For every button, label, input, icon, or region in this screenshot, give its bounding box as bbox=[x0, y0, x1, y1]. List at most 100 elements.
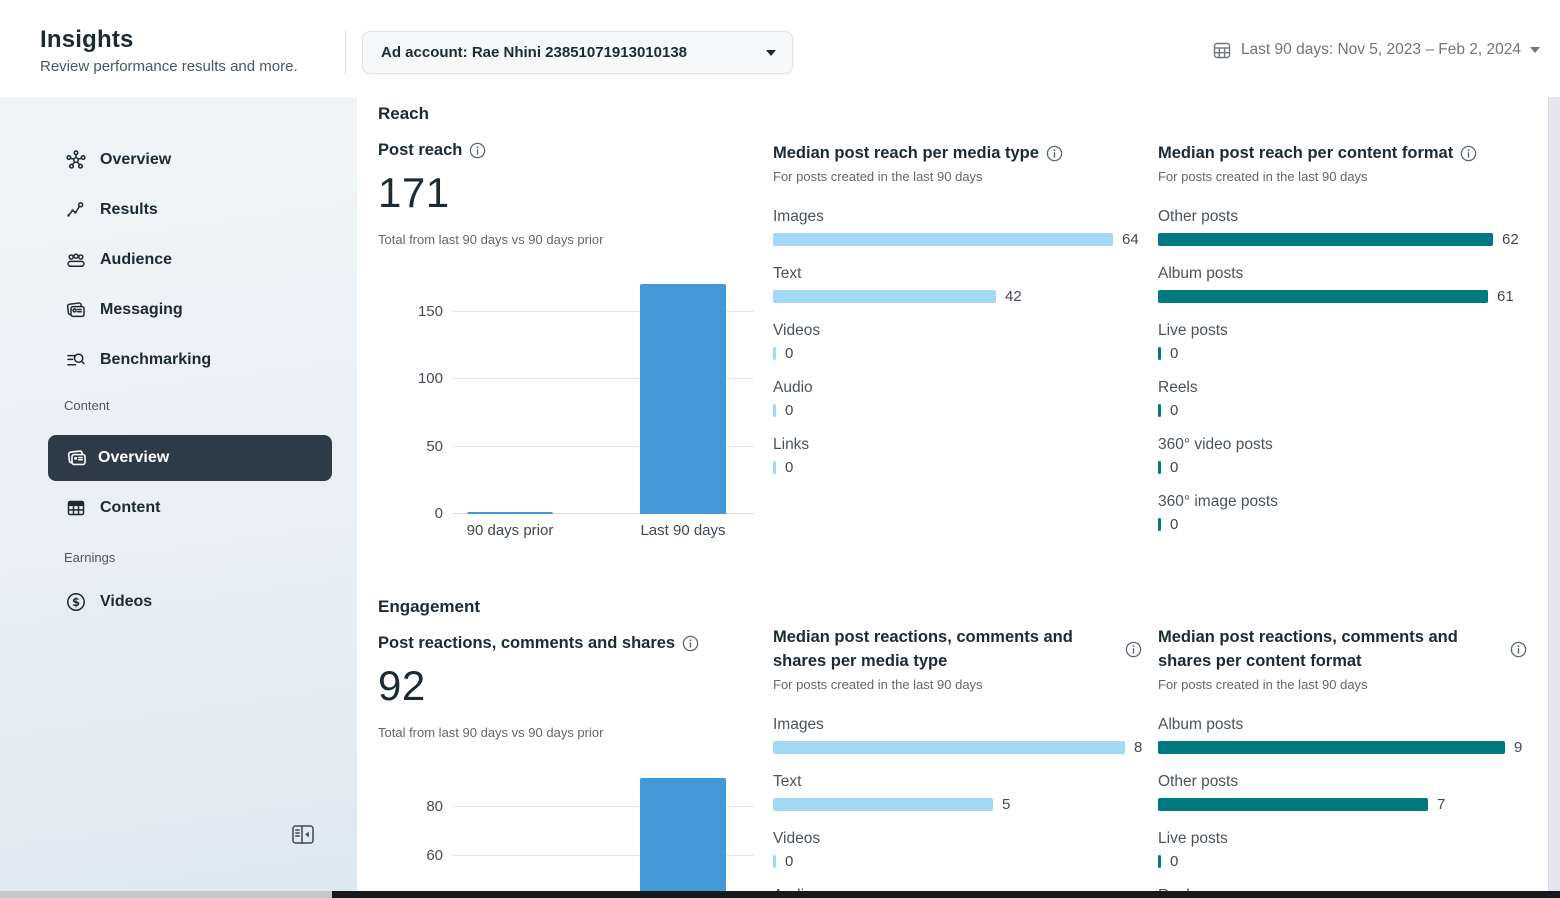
gridline bbox=[452, 310, 754, 312]
bar-value: 0 bbox=[785, 402, 794, 419]
y-axis-tick-label: 60 bbox=[426, 847, 443, 864]
ad-account-dropdown[interactable]: Ad account: Rae Nhini 23851071913010138 bbox=[362, 31, 793, 74]
bar-item: Live posts 0 bbox=[1158, 321, 1533, 362]
info-icon[interactable] bbox=[1046, 145, 1063, 162]
x-axis-label: Last 90 days bbox=[640, 522, 726, 539]
bar-label: Live posts bbox=[1158, 830, 1228, 847]
info-icon[interactable] bbox=[1510, 641, 1527, 658]
sidebar-item-messaging[interactable]: Messaging bbox=[0, 296, 357, 324]
median-reach-content-format-panel: Median post reach per content format For… bbox=[1158, 137, 1533, 533]
post-reach-caption: Total from last 90 days vs 90 days prior bbox=[378, 232, 604, 247]
horizontal-scrollbar[interactable] bbox=[0, 891, 1560, 898]
sidebar-item-benchmarking[interactable]: Benchmarking bbox=[0, 346, 357, 374]
bar-label: Reels bbox=[1158, 379, 1198, 396]
median-engagement-media-type-panel: Median post reactions, comments and shar… bbox=[773, 621, 1148, 891]
bar-item: Album posts 9 bbox=[1158, 715, 1533, 756]
info-icon[interactable] bbox=[682, 635, 699, 652]
y-axis-tick-label: 150 bbox=[417, 302, 443, 320]
sidebar-collapse-button[interactable] bbox=[291, 822, 319, 848]
bar bbox=[773, 798, 993, 811]
bar-value: 0 bbox=[1170, 516, 1179, 533]
bar-label: Text bbox=[773, 773, 802, 790]
post-reach-chart: 0 50 100 150 90 days prior Last 90 days bbox=[378, 283, 778, 563]
bar-value: 0 bbox=[1170, 402, 1179, 419]
sidebar-item-audience[interactable]: Audience bbox=[0, 246, 357, 274]
bar-label: 360° video posts bbox=[1158, 436, 1273, 453]
bar-item: Other posts 62 bbox=[1158, 207, 1533, 247]
panel-title: Median post reach per media type bbox=[773, 144, 1039, 162]
bar-value: 0 bbox=[1170, 345, 1179, 362]
bar-label: Audio bbox=[773, 379, 813, 396]
bar-item: Text 5 bbox=[773, 772, 1148, 813]
bar-label: Audio bbox=[773, 886, 1148, 891]
page-title: Insights bbox=[40, 26, 134, 53]
bar-label: Images bbox=[773, 208, 824, 225]
chart-bar bbox=[640, 778, 726, 891]
sidebar-item-label: Messaging bbox=[100, 301, 183, 318]
bar bbox=[1158, 233, 1493, 246]
cards-icon bbox=[64, 298, 88, 322]
benchmark-search-icon bbox=[64, 348, 88, 372]
content-format-bar-list: Album posts 9 Other posts 7 Live posts 0 Reels bbox=[1158, 715, 1533, 891]
gridline bbox=[452, 378, 754, 380]
sidebar-item-videos[interactable]: $ Videos bbox=[0, 588, 357, 616]
gridline bbox=[452, 855, 754, 856]
sidebar-item-label: Videos bbox=[100, 593, 153, 610]
bar-item: Reels bbox=[1158, 886, 1533, 891]
cards-icon bbox=[66, 447, 88, 469]
bar-item: 360° video posts 0 bbox=[1158, 435, 1533, 476]
bar bbox=[773, 290, 996, 303]
post-reach-card: Post reach 171 Total from last 90 days v… bbox=[378, 138, 753, 247]
ad-account-label: Ad account: Rae Nhini 23851071913010138 bbox=[381, 44, 687, 61]
sidebar-item-content-overview-selected[interactable]: Overview bbox=[48, 435, 332, 481]
bar-value: 0 bbox=[1170, 853, 1179, 870]
bar bbox=[773, 233, 1113, 246]
date-range-selector[interactable]: Last 90 days: Nov 5, 2023 – Feb 2, 2024 bbox=[1212, 40, 1540, 60]
sidebar-item-results[interactable]: Results bbox=[0, 196, 357, 224]
sidebar-section-earnings: Earnings bbox=[64, 550, 116, 565]
bar-item: Reels 0 bbox=[1158, 378, 1533, 419]
people-icon bbox=[64, 248, 88, 272]
median-engagement-content-format-panel: Median post reactions, comments and shar… bbox=[1158, 621, 1533, 891]
bar-value: 0 bbox=[1170, 459, 1179, 476]
info-icon[interactable] bbox=[469, 142, 486, 159]
bar-item: Audio bbox=[773, 886, 1148, 891]
panel-subtitle: For posts created in the last 90 days bbox=[1158, 169, 1368, 184]
bar-item: Videos 0 bbox=[773, 321, 1148, 361]
bar-value: 61 bbox=[1497, 288, 1514, 305]
bar-label: Other posts bbox=[1158, 208, 1239, 225]
bar-value: 7 bbox=[1437, 796, 1446, 813]
card-title: Post reach bbox=[378, 141, 463, 159]
bar bbox=[773, 461, 776, 474]
bar-label: Images bbox=[773, 716, 824, 733]
panel-subtitle: For posts created in the last 90 days bbox=[773, 169, 983, 184]
info-icon[interactable] bbox=[1460, 145, 1477, 162]
engagement-section-heading: Engagement bbox=[378, 597, 481, 616]
vertical-scrollbar[interactable] bbox=[1548, 97, 1560, 891]
bar-value: 9 bbox=[1514, 739, 1523, 756]
bar-value: 5 bbox=[1002, 796, 1011, 813]
nodes-icon bbox=[64, 148, 88, 172]
panel-title: Median post reactions, comments and shar… bbox=[1158, 628, 1458, 670]
sidebar-item-content[interactable]: Content bbox=[0, 494, 357, 522]
bar-value: 0 bbox=[785, 853, 794, 870]
bar-item: Images 64 bbox=[773, 207, 1148, 247]
sidebar-item-overview[interactable]: Overview bbox=[0, 146, 357, 174]
svg-text:$: $ bbox=[72, 595, 80, 609]
chevron-down-icon bbox=[1530, 47, 1540, 53]
main-content: Reach Post reach 171 Total from last 90 … bbox=[357, 97, 1548, 891]
y-axis-tick-label: 50 bbox=[426, 437, 443, 455]
info-icon[interactable] bbox=[1125, 641, 1142, 658]
horizontal-scrollbar-thumb[interactable] bbox=[332, 891, 1560, 898]
reach-section-heading: Reach bbox=[378, 104, 430, 123]
bar bbox=[1158, 518, 1161, 531]
bar bbox=[773, 347, 776, 360]
sidebar-item-label: Benchmarking bbox=[100, 351, 212, 368]
bar-label: Links bbox=[773, 436, 810, 453]
table-icon bbox=[64, 496, 88, 520]
y-axis-tick-label: 80 bbox=[426, 798, 443, 815]
date-range-label: Last 90 days: Nov 5, 2023 – Feb 2, 2024 bbox=[1240, 41, 1521, 58]
bar bbox=[1158, 461, 1161, 474]
calendar-icon bbox=[1212, 40, 1232, 60]
